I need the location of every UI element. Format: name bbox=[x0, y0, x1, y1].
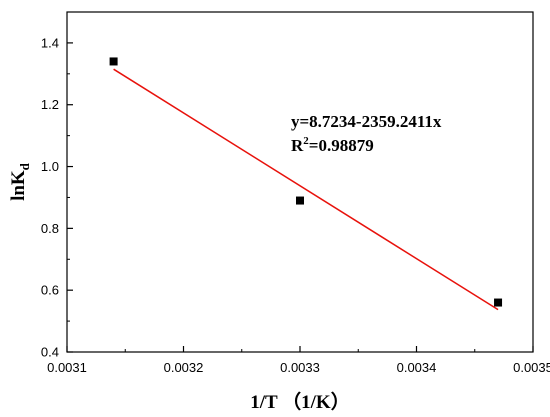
y-tick-label: 1.4 bbox=[41, 35, 59, 50]
x-tick-label: 0.0035 bbox=[513, 360, 550, 375]
x-tick-label: 0.0031 bbox=[47, 360, 87, 375]
axis-ticks bbox=[66, 42, 534, 353]
plot-frame bbox=[66, 11, 534, 353]
regression-equation: y=8.7234-2359.2411x bbox=[291, 112, 442, 131]
r-squared-sup: 2 bbox=[303, 135, 309, 147]
y-tick-label: 0.6 bbox=[41, 283, 59, 298]
tick-labels: 0.0031 0.0032 0.0033 0.0034 0.0035 0.4 0.6 0.8 1… bbox=[41, 35, 550, 375]
y-tick-label: 1.2 bbox=[41, 97, 59, 112]
x-tick-label: 0.0032 bbox=[164, 360, 204, 375]
y-axis-label: lnKd bbox=[8, 162, 32, 201]
r-squared-value: =0.98879 bbox=[309, 136, 374, 155]
x-tick-label: 0.0033 bbox=[280, 360, 320, 375]
data-point bbox=[494, 298, 503, 307]
y-tick-label: 0.4 bbox=[41, 345, 59, 360]
series-layer bbox=[109, 57, 503, 311]
r-squared-annotation: R2=0.98879 bbox=[291, 135, 374, 155]
data-point bbox=[296, 196, 304, 205]
x-tick-label: 0.0034 bbox=[397, 360, 437, 375]
r-squared-prefix: R bbox=[291, 136, 304, 155]
data-point bbox=[109, 57, 118, 66]
fit-line bbox=[113, 68, 499, 311]
y-tick-label: 1.0 bbox=[41, 159, 59, 174]
y-axis-label-main: lnK bbox=[8, 170, 29, 201]
y-axis-label-sub: d bbox=[17, 162, 32, 170]
y-tick-label: 0.8 bbox=[41, 221, 59, 236]
x-axis-label: 1/T （1/K） bbox=[250, 390, 349, 413]
